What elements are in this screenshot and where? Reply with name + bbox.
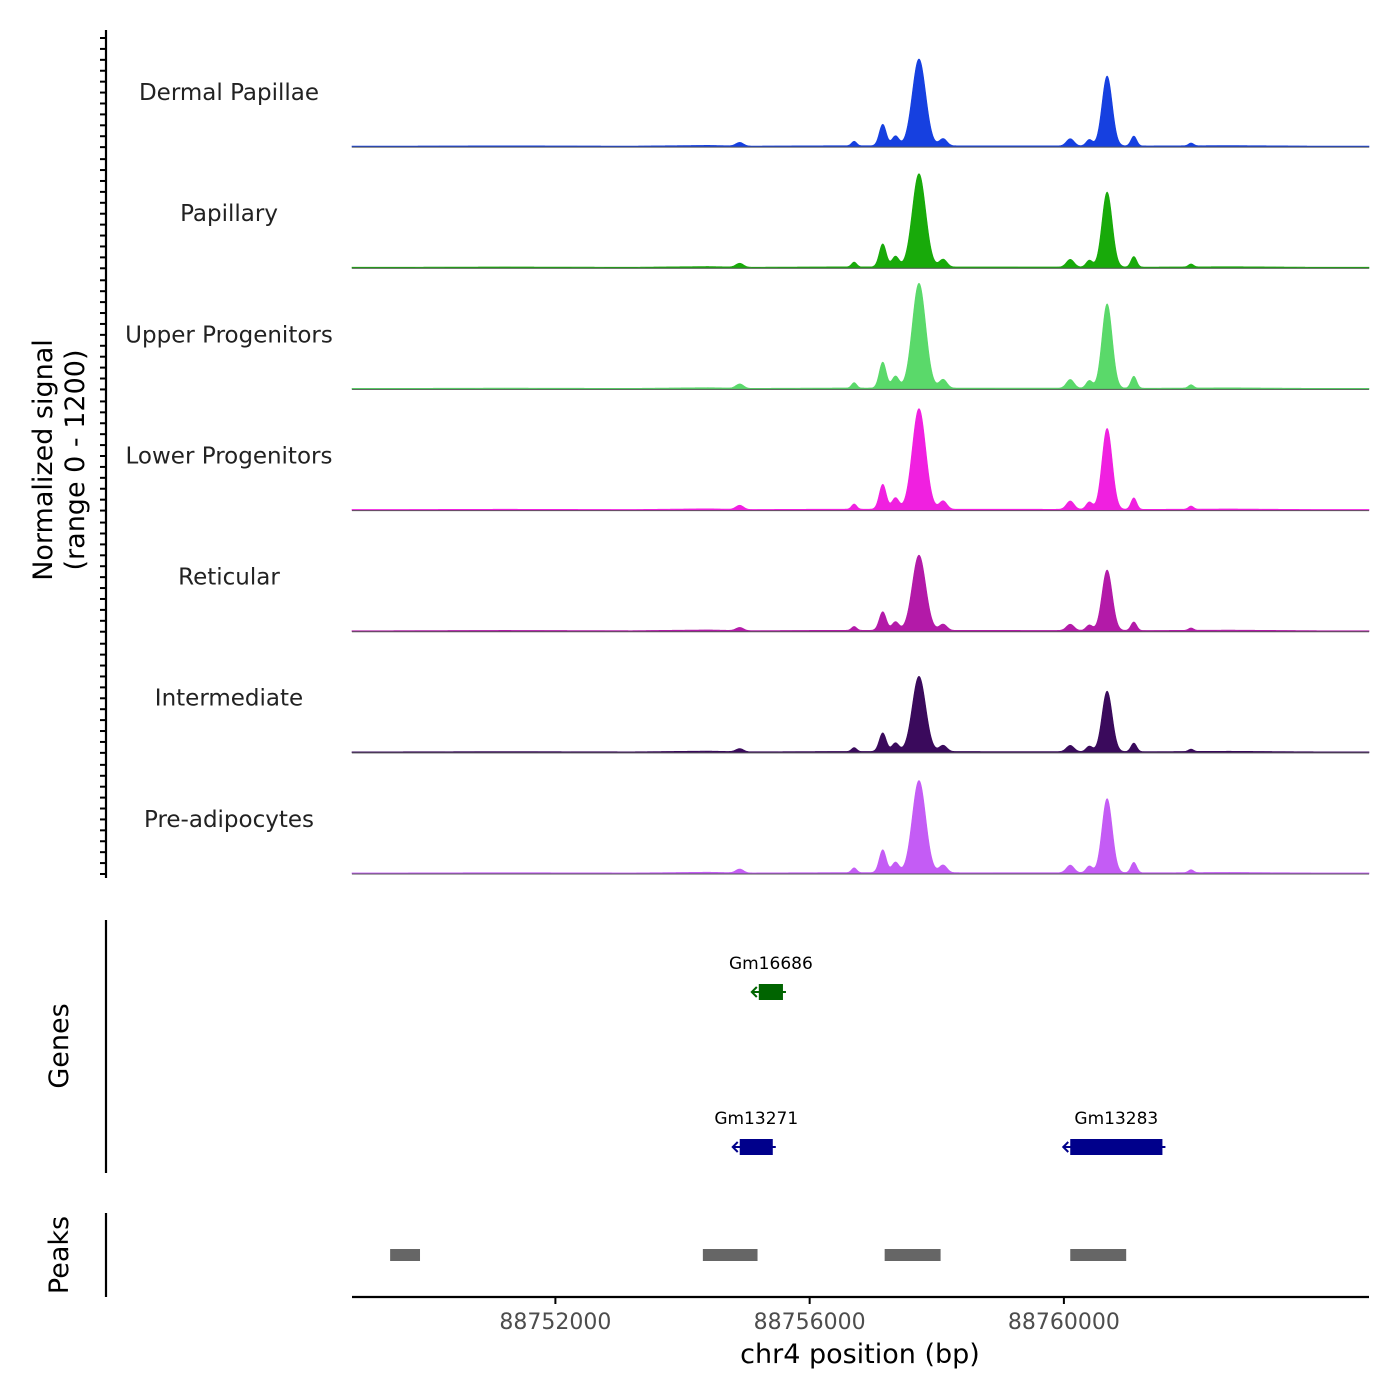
strand-arrow-icon [750, 986, 758, 998]
gene-feature: Gm13271 [714, 1109, 798, 1155]
x-axis: chr4 position (bp) 88752000 88756000 88760… [352, 1295, 1369, 1370]
peaks-track: Peaks [44, 1213, 1127, 1297]
coverage-track: Reticular [178, 554, 1370, 633]
peak-region [1070, 1249, 1127, 1261]
coverage-area [351, 675, 1370, 754]
peaks-y-label: Peaks [44, 1216, 75, 1294]
track-label: Upper Progenitors [125, 322, 333, 348]
coverage-track: Intermediate [155, 675, 1370, 754]
gene-annotation-track: Genes Gm16686 Gm13271 Gm13283 [44, 920, 1166, 1173]
genes-y-label: Genes [44, 1003, 75, 1088]
coverage-area [351, 282, 1370, 390]
peak-region [390, 1249, 421, 1261]
coverage-track: Lower Progenitors [126, 408, 1370, 512]
track-label: Intermediate [155, 686, 303, 712]
x-tick-label: 88756000 [754, 1310, 866, 1335]
strand-arrow-icon [731, 1141, 739, 1153]
coverage-area [351, 554, 1370, 633]
coverage-track: Dermal Papillae [139, 58, 1370, 148]
x-axis-title: chr4 position (bp) [740, 1339, 980, 1370]
strand-arrow-icon [1061, 1141, 1069, 1153]
gene-label: Gm13283 [1074, 1109, 1158, 1129]
track-label: Papillary [180, 201, 278, 227]
coverage-area [351, 408, 1370, 511]
peak-region [702, 1249, 758, 1261]
gene-feature: Gm16686 [729, 954, 813, 1000]
gene-exon [739, 1139, 773, 1155]
peak-region [884, 1249, 941, 1261]
coverage-y-label-range: (range 0 - 1200) [60, 350, 91, 571]
coverage-tracks: Dermal Papillae Papillary Upper Progenitor… [125, 58, 1370, 875]
x-tick-label: 88752000 [499, 1310, 611, 1335]
track-label: Lower Progenitors [126, 443, 333, 469]
x-tick-label: 88760000 [1008, 1310, 1120, 1335]
gene-exon [1070, 1139, 1163, 1155]
coverage-area [351, 173, 1370, 269]
gene-exon [758, 984, 783, 1000]
coverage-y-axis: Normalized signal (range 0 - 1200) [28, 30, 108, 878]
coverage-track: Upper Progenitors [125, 282, 1370, 390]
track-label: Pre-adipocytes [144, 807, 314, 833]
gene-label: Gm16686 [729, 954, 813, 974]
coverage-track: Pre-adipocytes [144, 780, 1370, 875]
track-label: Reticular [178, 565, 280, 591]
coverage-area [351, 780, 1370, 875]
coverage-y-label: Normalized signal [28, 339, 59, 581]
coverage-track: Papillary [180, 173, 1370, 269]
track-label: Dermal Papillae [139, 80, 319, 106]
gene-label: Gm13271 [714, 1109, 798, 1129]
gene-feature: Gm13283 [1061, 1109, 1166, 1155]
coverage-area [351, 58, 1370, 148]
